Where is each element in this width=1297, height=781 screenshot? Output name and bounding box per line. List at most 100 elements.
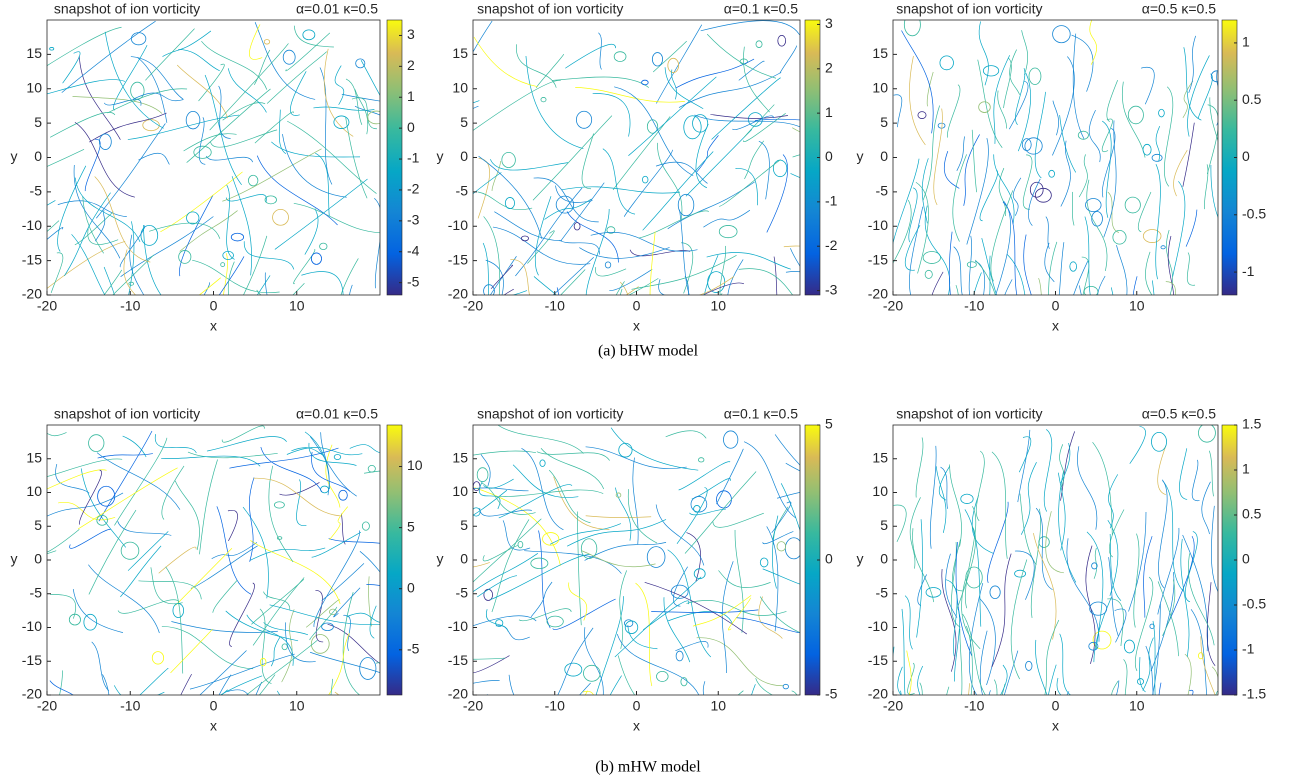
- contour-line: [973, 272, 982, 295]
- contour-line: [1152, 620, 1156, 695]
- contour-line: [935, 466, 947, 533]
- y-axis-label: y: [437, 148, 444, 164]
- y-tick-label: -20: [22, 686, 42, 702]
- contour-line: [651, 609, 759, 613]
- x-tick-label: 0: [210, 698, 218, 714]
- contour-line: [552, 256, 594, 295]
- contour-line: [575, 87, 685, 103]
- x-tick-label: 10: [710, 298, 726, 314]
- contour-line: [1166, 229, 1174, 295]
- contour-line: [89, 112, 167, 143]
- contour-line: [734, 529, 744, 633]
- y-tick-label: -20: [22, 286, 42, 302]
- contour-line: [517, 540, 524, 549]
- contour-line: [897, 666, 903, 695]
- contour-line: [613, 51, 627, 62]
- contour-line: [296, 479, 307, 526]
- contour-line: [1114, 608, 1127, 643]
- contour-line: [909, 55, 926, 146]
- contour-line: [695, 123, 709, 189]
- contour-line: [47, 492, 124, 517]
- contour-line: [483, 588, 494, 601]
- contour-line: [909, 206, 924, 295]
- contour-line: [1182, 534, 1209, 652]
- contour-line: [473, 553, 539, 593]
- contour-line: [974, 259, 996, 295]
- contour-line: [706, 252, 791, 270]
- contour-line: [686, 600, 787, 616]
- contour-line: [655, 161, 708, 184]
- contour-line: [1060, 442, 1071, 484]
- chart-title: snapshot of ion vorticity: [896, 406, 1042, 422]
- contour-line: [579, 247, 670, 259]
- contour-line: [340, 513, 346, 545]
- contour-line: [114, 437, 168, 526]
- contour-line: [248, 477, 255, 562]
- contour-line: [221, 425, 265, 443]
- contour-line: [1206, 104, 1218, 175]
- contour-line: [246, 614, 294, 666]
- contour-line: [199, 459, 218, 555]
- contour-line: [304, 208, 319, 255]
- contour-line: [1014, 550, 1035, 600]
- contour-line: [762, 568, 800, 585]
- contour-line: [1038, 536, 1050, 548]
- contour-line: [473, 105, 479, 109]
- contour-line: [186, 211, 200, 225]
- contour-line: [1091, 562, 1098, 570]
- contour-line: [947, 84, 961, 138]
- contour-line: [566, 211, 619, 263]
- contour-line: [924, 269, 933, 279]
- contour-line: [1108, 474, 1119, 529]
- y-tick-label: -5: [30, 584, 43, 600]
- contour-line: [1184, 653, 1192, 695]
- contour-line: [1162, 480, 1184, 592]
- contour-line: [766, 154, 789, 233]
- contour-line: [560, 182, 605, 242]
- contour-line: [1187, 55, 1210, 137]
- contour-line: [276, 536, 283, 540]
- contour-line: [953, 246, 963, 295]
- contour-line: [585, 446, 687, 469]
- contour-line: [539, 459, 546, 467]
- contour-line: [1048, 241, 1058, 295]
- contour-line: [334, 691, 340, 695]
- contour-line: [683, 115, 702, 140]
- contour-line: [1106, 80, 1118, 122]
- colorbar-tick-label: 10: [407, 457, 423, 473]
- contour-line: [1058, 472, 1066, 551]
- contour-line: [256, 275, 271, 295]
- contour-line: [333, 454, 342, 461]
- y-tick-label: 15: [452, 449, 468, 465]
- contour-line: [473, 680, 500, 684]
- contour-line: [161, 465, 185, 520]
- contour-line: [250, 540, 341, 604]
- contour-line: [242, 506, 269, 599]
- contour-line: [1109, 509, 1125, 558]
- contour-line: [367, 110, 380, 125]
- contour-line: [998, 167, 1007, 217]
- contour-line: [74, 177, 141, 243]
- contour-line: [268, 465, 294, 563]
- contour-line: [143, 224, 162, 295]
- contour-line: [1142, 637, 1154, 691]
- contour-line: [989, 255, 991, 295]
- contour-line: [544, 198, 592, 220]
- contour-field: [473, 425, 800, 695]
- y-tick-label: 5: [460, 517, 468, 533]
- contour-line: [1172, 181, 1186, 277]
- contour-field: [893, 20, 1218, 295]
- contour-line: [473, 562, 490, 568]
- contour-line: [255, 681, 263, 695]
- y-tick-label: -10: [448, 217, 468, 233]
- y-tick-label: -20: [448, 686, 468, 702]
- contour-line: [252, 577, 305, 646]
- colorbar-tick-label: 2: [407, 57, 415, 73]
- contour-line: [1155, 164, 1161, 280]
- contour-line: [485, 609, 509, 632]
- contour-line: [77, 467, 178, 530]
- contour-line: [1073, 261, 1089, 295]
- y-tick-label: -15: [22, 652, 42, 668]
- contour-line: [293, 202, 380, 234]
